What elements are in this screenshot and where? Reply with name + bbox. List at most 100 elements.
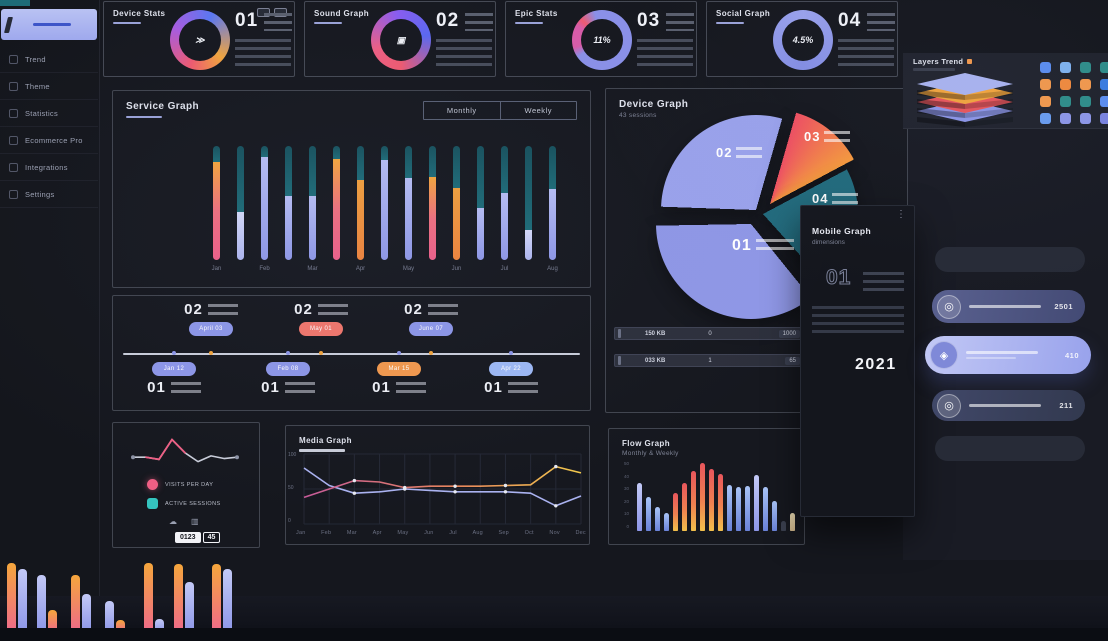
network-bar[interactable] bbox=[664, 513, 669, 531]
service-bar[interactable] bbox=[429, 146, 436, 260]
app-icon[interactable] bbox=[1080, 62, 1091, 73]
service-bar[interactable]: Jan bbox=[212, 146, 221, 272]
service-bar[interactable] bbox=[333, 146, 340, 260]
network-bar[interactable] bbox=[781, 521, 786, 531]
flag-icon bbox=[967, 59, 973, 64]
network-bar[interactable] bbox=[763, 487, 768, 531]
service-bar-top bbox=[453, 146, 460, 188]
sidebar-item[interactable]: Ecommerce Pro bbox=[0, 127, 98, 154]
app-icon[interactable] bbox=[1080, 113, 1091, 124]
pie-slice-number: 02 bbox=[716, 145, 733, 160]
service-bar-label: Apr bbox=[355, 266, 366, 272]
service-bar[interactable]: Mar bbox=[307, 146, 318, 272]
app-icon[interactable] bbox=[1040, 113, 1051, 124]
network-bar[interactable] bbox=[655, 507, 660, 531]
service-bar[interactable] bbox=[381, 146, 388, 260]
mini-button-secondary[interactable]: 45 bbox=[202, 532, 221, 543]
toggle-monthly-button[interactable]: Monthly bbox=[446, 106, 477, 115]
timeline-badge[interactable]: Mar 15 bbox=[377, 362, 421, 376]
donut-chart: ≫ bbox=[170, 10, 230, 70]
service-bar[interactable]: Jun bbox=[452, 146, 461, 272]
app-icon[interactable] bbox=[1040, 79, 1051, 90]
network-bar[interactable] bbox=[691, 471, 696, 531]
app-icon[interactable] bbox=[1040, 96, 1051, 107]
app-icon[interactable] bbox=[1100, 62, 1108, 73]
service-bar[interactable]: May bbox=[403, 146, 414, 272]
service-bar-fill bbox=[477, 208, 484, 260]
service-bar[interactable]: Feb bbox=[259, 146, 270, 272]
action-row[interactable]: ◎ 211 bbox=[932, 390, 1085, 421]
timeline-badge[interactable]: Jan 12 bbox=[152, 362, 196, 376]
network-bar[interactable] bbox=[682, 483, 687, 531]
service-bar[interactable]: Jul bbox=[501, 146, 508, 272]
panel-header: Media Graph bbox=[299, 436, 352, 452]
sidebar-item[interactable]: Settings bbox=[0, 181, 98, 208]
app-icon[interactable] bbox=[1060, 79, 1071, 90]
app-icon[interactable] bbox=[1100, 79, 1108, 90]
timeline-badge[interactable]: Feb 08 bbox=[266, 362, 310, 376]
pie-slice-number: 01 bbox=[732, 237, 752, 254]
app-icon[interactable] bbox=[1100, 96, 1108, 107]
app-icon[interactable] bbox=[1080, 79, 1091, 90]
stat-card-title: Epic Stats bbox=[515, 9, 558, 18]
timeline-badge[interactable]: June 07 bbox=[409, 322, 453, 336]
service-bar[interactable] bbox=[477, 146, 484, 260]
pie-slider[interactable]: 150 KB 0 1000 bbox=[614, 327, 806, 340]
network-bar[interactable] bbox=[673, 493, 678, 531]
mini-button-primary[interactable]: 0123 bbox=[175, 532, 201, 543]
app-icon[interactable] bbox=[1100, 113, 1108, 124]
network-bar[interactable] bbox=[745, 486, 750, 531]
timeline-badge[interactable]: Apr 22 bbox=[489, 362, 533, 376]
more-menu-icon[interactable]: ⋮ bbox=[896, 209, 906, 220]
x-axis-label: Jan bbox=[296, 530, 306, 536]
sidebar-item[interactable]: Trend bbox=[0, 46, 98, 73]
mini-icon[interactable]: ☁ bbox=[169, 517, 177, 526]
network-bar[interactable] bbox=[736, 487, 741, 531]
network-bar[interactable] bbox=[700, 463, 705, 531]
sidebar-item[interactable]: Integrations bbox=[0, 154, 98, 181]
network-bar[interactable] bbox=[718, 474, 723, 531]
action-row[interactable]: ◎ 2501 bbox=[932, 290, 1085, 323]
donut-chart: 4.5% bbox=[773, 10, 833, 70]
network-bar[interactable] bbox=[754, 475, 759, 531]
service-bar[interactable]: Apr bbox=[356, 146, 365, 272]
service-bar[interactable]: Aug bbox=[547, 146, 558, 272]
image-icon[interactable] bbox=[257, 8, 270, 17]
app-icon[interactable] bbox=[1060, 62, 1071, 73]
network-bar[interactable] bbox=[772, 501, 777, 531]
slider-thumb[interactable] bbox=[618, 329, 621, 338]
network-bar[interactable] bbox=[646, 497, 651, 531]
service-bar[interactable] bbox=[237, 146, 244, 260]
corner-bar bbox=[212, 564, 221, 632]
app-icon[interactable] bbox=[1040, 62, 1051, 73]
sidebar-top-accent bbox=[0, 0, 30, 6]
service-bar-top bbox=[261, 146, 268, 157]
action-row[interactable]: ◈ 410 bbox=[925, 336, 1091, 374]
app-icon[interactable] bbox=[1060, 113, 1071, 124]
timeline-badge[interactable]: April 03 bbox=[189, 322, 233, 336]
timeline-badge[interactable]: May 01 bbox=[299, 322, 343, 336]
network-bar[interactable] bbox=[790, 513, 795, 531]
network-bar[interactable] bbox=[709, 469, 714, 531]
panel-title: Service Graph bbox=[126, 101, 200, 112]
timeline-item-above: 02 May 01 bbox=[271, 302, 371, 336]
sidebar-item[interactable]: Statistics bbox=[0, 100, 98, 127]
pie-slider[interactable]: 033 KB 1 65 bbox=[614, 354, 806, 367]
x-axis-label: Sep bbox=[498, 530, 509, 536]
app-icon[interactable] bbox=[1060, 96, 1071, 107]
sidebar-item[interactable]: Theme bbox=[0, 73, 98, 100]
service-bar-top bbox=[213, 146, 220, 162]
toggle-weekly-button[interactable]: Weekly bbox=[499, 102, 577, 119]
action-row[interactable] bbox=[935, 436, 1085, 461]
app-icon[interactable] bbox=[1080, 96, 1091, 107]
mini-icon[interactable]: ▥ bbox=[191, 517, 199, 526]
sidebar-item-active[interactable] bbox=[1, 9, 97, 40]
service-bar[interactable] bbox=[285, 146, 292, 260]
slider-thumb[interactable] bbox=[618, 356, 621, 365]
network-bar[interactable] bbox=[637, 483, 642, 531]
service-bar[interactable] bbox=[525, 146, 532, 260]
item-text-lines bbox=[863, 272, 904, 294]
action-row[interactable] bbox=[935, 247, 1085, 272]
network-bar[interactable] bbox=[727, 485, 732, 531]
x-axis-label: May bbox=[397, 530, 409, 536]
